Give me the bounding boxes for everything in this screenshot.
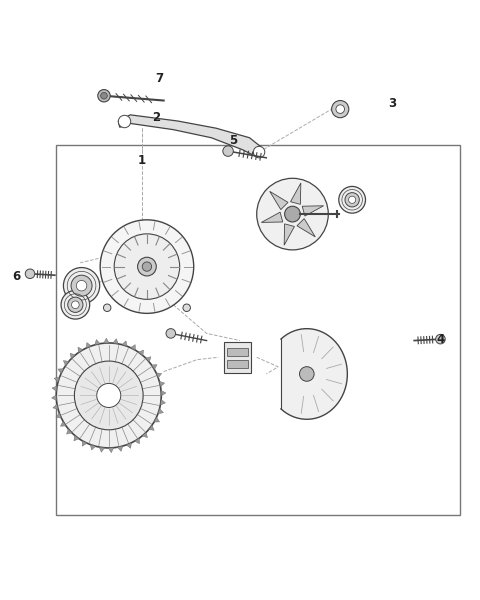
Polygon shape xyxy=(134,438,140,444)
Circle shape xyxy=(97,383,121,407)
Circle shape xyxy=(101,92,108,99)
Circle shape xyxy=(253,146,265,158)
Polygon shape xyxy=(118,115,264,157)
Circle shape xyxy=(142,262,152,271)
Polygon shape xyxy=(302,206,324,216)
Bar xyxy=(227,361,248,368)
Circle shape xyxy=(138,257,156,276)
Circle shape xyxy=(104,304,111,311)
Polygon shape xyxy=(154,417,159,422)
Circle shape xyxy=(300,367,314,381)
Circle shape xyxy=(166,329,176,338)
Circle shape xyxy=(76,280,87,291)
Polygon shape xyxy=(145,357,151,362)
Polygon shape xyxy=(104,338,109,343)
Circle shape xyxy=(257,178,328,250)
Circle shape xyxy=(118,115,131,128)
Circle shape xyxy=(63,268,100,304)
Circle shape xyxy=(339,187,365,213)
Polygon shape xyxy=(297,218,315,237)
Polygon shape xyxy=(108,448,114,452)
Polygon shape xyxy=(270,191,288,209)
Polygon shape xyxy=(74,436,79,441)
Circle shape xyxy=(114,234,180,299)
Polygon shape xyxy=(118,446,123,451)
Polygon shape xyxy=(152,365,157,370)
Polygon shape xyxy=(52,386,57,391)
Circle shape xyxy=(332,101,349,118)
Text: 4: 4 xyxy=(436,332,444,346)
Polygon shape xyxy=(86,343,91,348)
Circle shape xyxy=(183,304,191,311)
Circle shape xyxy=(100,220,194,313)
Polygon shape xyxy=(126,443,132,448)
Polygon shape xyxy=(78,347,83,353)
Circle shape xyxy=(61,290,90,319)
Polygon shape xyxy=(160,400,166,405)
Polygon shape xyxy=(139,350,144,356)
Circle shape xyxy=(223,146,233,157)
Circle shape xyxy=(336,105,345,113)
Polygon shape xyxy=(158,409,163,414)
Polygon shape xyxy=(56,413,61,418)
Circle shape xyxy=(56,343,161,448)
Text: 6: 6 xyxy=(12,269,21,283)
Text: 2: 2 xyxy=(153,111,160,124)
Circle shape xyxy=(345,193,360,207)
Bar xyxy=(225,342,251,373)
Circle shape xyxy=(285,206,300,222)
Circle shape xyxy=(436,334,445,344)
Text: 5: 5 xyxy=(228,134,237,146)
Polygon shape xyxy=(122,341,127,346)
Bar xyxy=(56,145,459,515)
Polygon shape xyxy=(262,212,283,223)
Circle shape xyxy=(25,269,35,278)
Polygon shape xyxy=(161,391,166,396)
Polygon shape xyxy=(95,340,100,345)
Circle shape xyxy=(72,301,79,308)
Polygon shape xyxy=(90,445,96,450)
Polygon shape xyxy=(131,344,135,350)
Polygon shape xyxy=(60,421,66,426)
Polygon shape xyxy=(53,404,58,409)
Text: 7: 7 xyxy=(155,71,163,85)
Text: 1: 1 xyxy=(138,154,146,167)
Circle shape xyxy=(68,297,83,313)
Polygon shape xyxy=(82,440,87,446)
Polygon shape xyxy=(51,395,57,400)
Polygon shape xyxy=(113,338,119,344)
Polygon shape xyxy=(63,361,69,366)
Polygon shape xyxy=(156,373,162,378)
Circle shape xyxy=(74,361,143,430)
Circle shape xyxy=(71,275,92,296)
Circle shape xyxy=(348,196,356,203)
Polygon shape xyxy=(284,224,294,245)
Polygon shape xyxy=(99,447,105,452)
Polygon shape xyxy=(159,382,165,387)
Polygon shape xyxy=(54,377,60,382)
Polygon shape xyxy=(149,425,154,430)
Text: 3: 3 xyxy=(389,97,397,110)
Polygon shape xyxy=(290,183,301,205)
Polygon shape xyxy=(142,432,147,437)
Polygon shape xyxy=(70,353,75,359)
Polygon shape xyxy=(67,429,72,434)
Circle shape xyxy=(98,89,110,102)
Bar xyxy=(227,348,248,356)
Polygon shape xyxy=(281,329,348,419)
Polygon shape xyxy=(58,369,63,374)
